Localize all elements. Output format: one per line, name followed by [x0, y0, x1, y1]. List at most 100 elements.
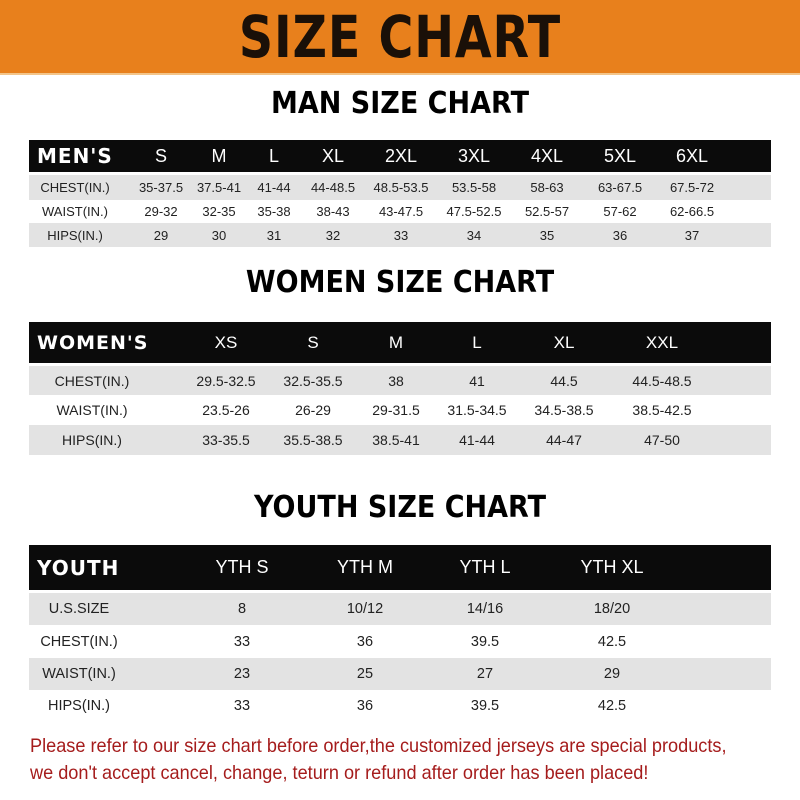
- men-size-table: MEN'S S M L XL 2XL 3XL 4XL 5XL 6XL CHEST(IN.) 35-37…: [29, 140, 771, 247]
- measurement-value: 38.5-41: [372, 432, 420, 448]
- youth-title: YOUTH SIZE CHART: [253, 490, 547, 525]
- measurement-value: 18/20: [593, 601, 631, 617]
- measurement-value: 36: [356, 633, 374, 650]
- measurement-value: 35.5-38.5: [283, 432, 343, 448]
- table-category-label: MEN'S: [37, 144, 113, 168]
- size-header-cell: 4XL: [530, 145, 564, 166]
- measurement-value: 23: [233, 666, 251, 682]
- measurement-value: 41: [469, 372, 485, 389]
- table-row: WAIST(IN.) 23.5-26 26-29 29-31.5 31.5-34.5 34…: [29, 395, 771, 425]
- table-header-row: YOUTH YTH S YTH M YTH L YTH XL: [29, 545, 771, 590]
- size-header-cell: M: [388, 332, 404, 352]
- measurement-value: 33: [233, 698, 251, 714]
- table-row: CHEST(IN.) 33 36 39.5 42.5: [29, 625, 771, 658]
- measurement-value: 48.5-53.5: [373, 180, 429, 195]
- notice-line-2: we don't accept cancel, change, teturn o…: [30, 762, 649, 784]
- measurement-value: 23.5-26: [202, 402, 250, 418]
- men-title: MAN SIZE CHART: [271, 86, 529, 121]
- measurement-value: 33-35.5: [202, 432, 250, 448]
- measurement-value: 42.5: [597, 698, 627, 714]
- measurement-value: 42.5: [597, 633, 627, 650]
- measurement-label: CHEST(IN.): [54, 372, 130, 389]
- measurement-label: WAIST(IN.): [42, 204, 108, 219]
- banner-title: SIZE CHART: [238, 3, 562, 71]
- size-header-cell: 5XL: [603, 145, 637, 166]
- size-header-cell: S: [154, 145, 168, 166]
- measurement-value: 29: [153, 227, 169, 243]
- measurement-value: 35: [539, 227, 555, 243]
- measurement-value: 34.5-38.5: [534, 402, 594, 418]
- table-row: HIPS(IN.) 33-35.5 35.5-38.5 38.5-41 41-44 44-…: [29, 425, 771, 455]
- measurement-value: 63-67.5: [597, 180, 643, 195]
- measurement-value: 35-38: [257, 204, 291, 219]
- measurement-label: CHEST(IN.): [40, 180, 110, 195]
- size-header-cell: 6XL: [675, 145, 709, 166]
- measurement-value: 26-29: [295, 402, 331, 418]
- measurement-label: HIPS(IN.): [47, 227, 103, 243]
- measurement-value: 33: [393, 227, 409, 243]
- table-row: WAIST(IN.) 29-32 32-35 35-38 38-43 43-47.5 47.…: [29, 200, 771, 223]
- measurement-value: 41-44: [459, 432, 495, 448]
- measurement-value: 44-48.5: [310, 180, 356, 195]
- order-notice: Please refer to our size chart before or…: [30, 733, 737, 787]
- measurement-label: HIPS(IN.): [62, 432, 122, 448]
- measurement-value: 52.5-57: [524, 204, 570, 219]
- measurement-value: 32.5-35.5: [283, 372, 343, 389]
- table-row: WAIST(IN.) 23 25 27 29: [29, 658, 771, 690]
- measurement-value: 44.5-48.5: [632, 372, 692, 389]
- measurement-value: 36: [612, 227, 628, 243]
- measurement-value: 53.5-58: [451, 180, 497, 195]
- size-header-cell: XL: [321, 145, 345, 166]
- measurement-value: 36: [356, 698, 374, 714]
- header-banner: SIZE CHART: [0, 0, 800, 75]
- measurement-value: 43-47.5: [378, 204, 424, 219]
- measurement-value: 31.5-34.5: [447, 402, 507, 418]
- size-header-cell: YTH S: [215, 557, 269, 577]
- table-row: U.S.SIZE 8 10/12 14/16 18/20: [29, 593, 771, 625]
- measurement-value: 33: [233, 633, 251, 650]
- size-header-cell: YTH M: [337, 557, 393, 577]
- measurement-value: 31: [266, 227, 282, 243]
- measurement-label: CHEST(IN.): [40, 633, 118, 650]
- measurement-value: 29-31.5: [372, 402, 420, 418]
- women-size-table: WOMEN'S XS S M L XL XXL CHEST(IN.) 29.5-32.5 32.5…: [29, 322, 771, 455]
- measurement-value: 39.5: [470, 698, 500, 714]
- measurement-value: 44-47: [546, 432, 582, 448]
- measurement-value: 29: [603, 666, 621, 682]
- size-header-cell: 2XL: [384, 145, 418, 166]
- size-header-cell: L: [268, 145, 280, 166]
- size-header-cell: M: [211, 145, 227, 166]
- table-row: CHEST(IN.) 29.5-32.5 32.5-35.5 38 41 44.5 44.5…: [29, 366, 771, 395]
- measurement-value: 32-35: [202, 204, 236, 219]
- measurement-value: 41-44: [257, 180, 291, 195]
- measurement-value: 38-43: [316, 204, 350, 219]
- size-header-cell: XXL: [645, 332, 679, 352]
- measurement-value: 25: [356, 666, 374, 682]
- measurement-value: 58-63: [530, 180, 564, 195]
- measurement-label: U.S.SIZE: [48, 601, 110, 617]
- size-header-cell: XL: [553, 332, 575, 352]
- table-header-row: WOMEN'S XS S M L XL XXL: [29, 322, 771, 363]
- measurement-value: 29-32: [144, 204, 178, 219]
- measurement-label: HIPS(IN.): [47, 698, 111, 714]
- measurement-value: 47.5-52.5: [446, 204, 502, 219]
- measurement-value: 10/12: [346, 601, 384, 617]
- table-row: CHEST(IN.) 35-37.5 37.5-41 41-44 44-48.5 48.5…: [29, 175, 771, 200]
- size-header-cell: YTH L: [459, 557, 511, 577]
- notice-line-1: Please refer to our size chart before or…: [30, 735, 727, 757]
- measurement-value: 37.5-41: [196, 180, 242, 195]
- women-title: WOMEN SIZE CHART: [245, 265, 555, 300]
- youth-size-table: YOUTH YTH S YTH M YTH L YTH XL U.S.SIZE 8 10/12…: [29, 545, 771, 722]
- table-category-label: WOMEN'S: [37, 331, 149, 354]
- table-row: HIPS(IN.) 33 36 39.5 42.5: [29, 690, 771, 722]
- measurement-label: WAIST(IN.): [42, 666, 116, 682]
- measurement-value: 35-37.5: [138, 180, 184, 195]
- table-category-label: YOUTH: [37, 555, 120, 580]
- measurement-label: WAIST(IN.): [56, 402, 128, 418]
- measurement-value: 34: [466, 227, 482, 243]
- measurement-value: 62-66.5: [669, 204, 715, 219]
- measurement-value: 8: [237, 601, 247, 617]
- table-header-row: MEN'S S M L XL 2XL 3XL 4XL 5XL 6XL: [29, 140, 771, 172]
- measurement-value: 44.5: [550, 372, 578, 389]
- measurement-value: 27: [476, 666, 494, 682]
